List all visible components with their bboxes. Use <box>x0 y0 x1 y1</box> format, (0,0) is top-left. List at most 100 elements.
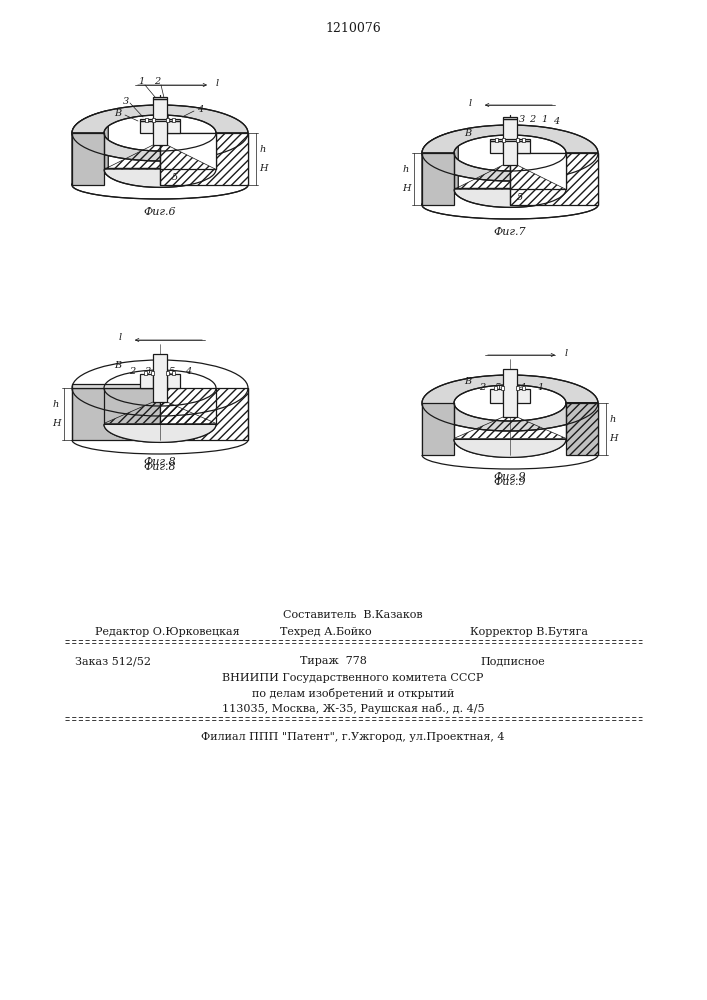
Polygon shape <box>454 188 566 207</box>
Bar <box>172 370 175 374</box>
Bar <box>516 385 519 389</box>
Polygon shape <box>72 105 160 133</box>
Polygon shape <box>72 133 104 185</box>
Polygon shape <box>72 133 248 161</box>
Text: Редактор О.Юрковецкая: Редактор О.Юрковецкая <box>95 627 240 637</box>
Polygon shape <box>490 389 503 403</box>
Polygon shape <box>160 133 216 169</box>
Polygon shape <box>153 354 167 402</box>
Polygon shape <box>422 130 458 205</box>
Text: Заказ 512/52: Заказ 512/52 <box>75 656 151 666</box>
Text: Фиг.6: Фиг.6 <box>144 207 176 217</box>
Text: H: H <box>52 419 60 428</box>
Text: Техред А.Бойко: Техред А.Бойко <box>280 627 372 637</box>
Text: 113035, Москва, Ж-35, Раушская наб., д. 4/5: 113035, Москва, Ж-35, Раушская наб., д. … <box>222 703 484 714</box>
Text: Тираж  778: Тираж 778 <box>300 656 367 666</box>
Text: h: h <box>403 165 409 174</box>
Text: Корректор В.Бутяга: Корректор В.Бутяга <box>470 627 588 637</box>
Polygon shape <box>422 153 454 205</box>
Polygon shape <box>160 105 248 133</box>
Text: 5: 5 <box>495 382 501 391</box>
Polygon shape <box>454 439 566 457</box>
Bar <box>501 385 504 389</box>
Polygon shape <box>503 119 517 165</box>
Polygon shape <box>503 117 517 119</box>
Text: H: H <box>259 164 267 173</box>
Polygon shape <box>104 424 216 442</box>
Polygon shape <box>490 141 503 153</box>
Text: ВНИИПИ Государственного комитета СССР: ВНИИПИ Государственного комитета СССР <box>222 673 484 683</box>
Text: l: l <box>469 99 472 107</box>
Text: Фиг.9: Фиг.9 <box>493 477 526 487</box>
Text: 3: 3 <box>123 97 129 105</box>
Text: 1: 1 <box>541 114 547 123</box>
Polygon shape <box>503 369 517 417</box>
Text: h: h <box>610 415 616 424</box>
Text: h: h <box>53 400 59 409</box>
Polygon shape <box>422 125 510 153</box>
Text: Фиг.8: Фиг.8 <box>144 457 176 467</box>
Polygon shape <box>510 153 598 205</box>
Text: 1: 1 <box>537 382 543 391</box>
Text: 3: 3 <box>519 114 525 123</box>
Text: Подписное: Подписное <box>480 656 545 666</box>
Text: 1210076: 1210076 <box>325 22 381 35</box>
Polygon shape <box>140 119 180 121</box>
Bar <box>522 137 525 141</box>
Text: H: H <box>402 184 410 193</box>
Polygon shape <box>517 389 530 403</box>
Text: l: l <box>119 334 122 342</box>
Polygon shape <box>72 388 160 440</box>
Text: 1: 1 <box>154 360 160 368</box>
Text: 5: 5 <box>172 172 178 182</box>
Text: Фиг.7: Фиг.7 <box>493 227 526 237</box>
Polygon shape <box>160 133 248 185</box>
Bar <box>494 385 497 389</box>
Text: по делам изобретений и открытий: по делам изобретений и открытий <box>252 688 454 699</box>
Polygon shape <box>160 388 248 440</box>
Text: 2: 2 <box>529 114 535 123</box>
Text: 4: 4 <box>519 382 525 391</box>
Polygon shape <box>517 141 530 153</box>
Text: 2: 2 <box>154 77 160 86</box>
Text: Филиал ППП "Патент", г.Ужгород, ул.Проектная, 4: Филиал ППП "Патент", г.Ужгород, ул.Проек… <box>201 732 505 742</box>
Polygon shape <box>167 121 180 133</box>
Polygon shape <box>422 153 598 181</box>
Text: H: H <box>609 434 617 443</box>
Polygon shape <box>153 99 167 145</box>
Text: Фиг.9: Фиг.9 <box>493 472 526 482</box>
Bar <box>144 370 147 374</box>
Polygon shape <box>140 121 153 133</box>
Polygon shape <box>72 110 108 185</box>
Text: 5: 5 <box>517 192 523 202</box>
Bar <box>145 117 148 121</box>
Polygon shape <box>167 374 180 388</box>
Bar <box>516 137 519 141</box>
Bar <box>172 117 175 121</box>
Polygon shape <box>72 384 160 388</box>
Polygon shape <box>104 168 216 187</box>
Text: 5: 5 <box>169 367 175 376</box>
Bar <box>151 370 154 374</box>
Polygon shape <box>510 125 598 153</box>
Bar <box>166 370 169 374</box>
Text: 4: 4 <box>553 116 559 125</box>
Polygon shape <box>140 374 153 388</box>
Text: 3: 3 <box>509 382 515 391</box>
Bar <box>152 117 155 121</box>
Polygon shape <box>422 375 598 431</box>
Text: l: l <box>564 349 568 358</box>
Polygon shape <box>153 97 167 99</box>
Text: 2: 2 <box>129 367 135 376</box>
Polygon shape <box>422 403 454 455</box>
Text: B: B <box>115 361 122 370</box>
Text: B: B <box>115 108 122 117</box>
Polygon shape <box>510 153 566 189</box>
Polygon shape <box>490 139 530 141</box>
Bar <box>522 385 525 389</box>
Polygon shape <box>566 403 598 455</box>
Bar <box>495 137 498 141</box>
Text: B: B <box>464 128 472 137</box>
Text: 4: 4 <box>197 104 203 113</box>
Bar <box>502 137 505 141</box>
